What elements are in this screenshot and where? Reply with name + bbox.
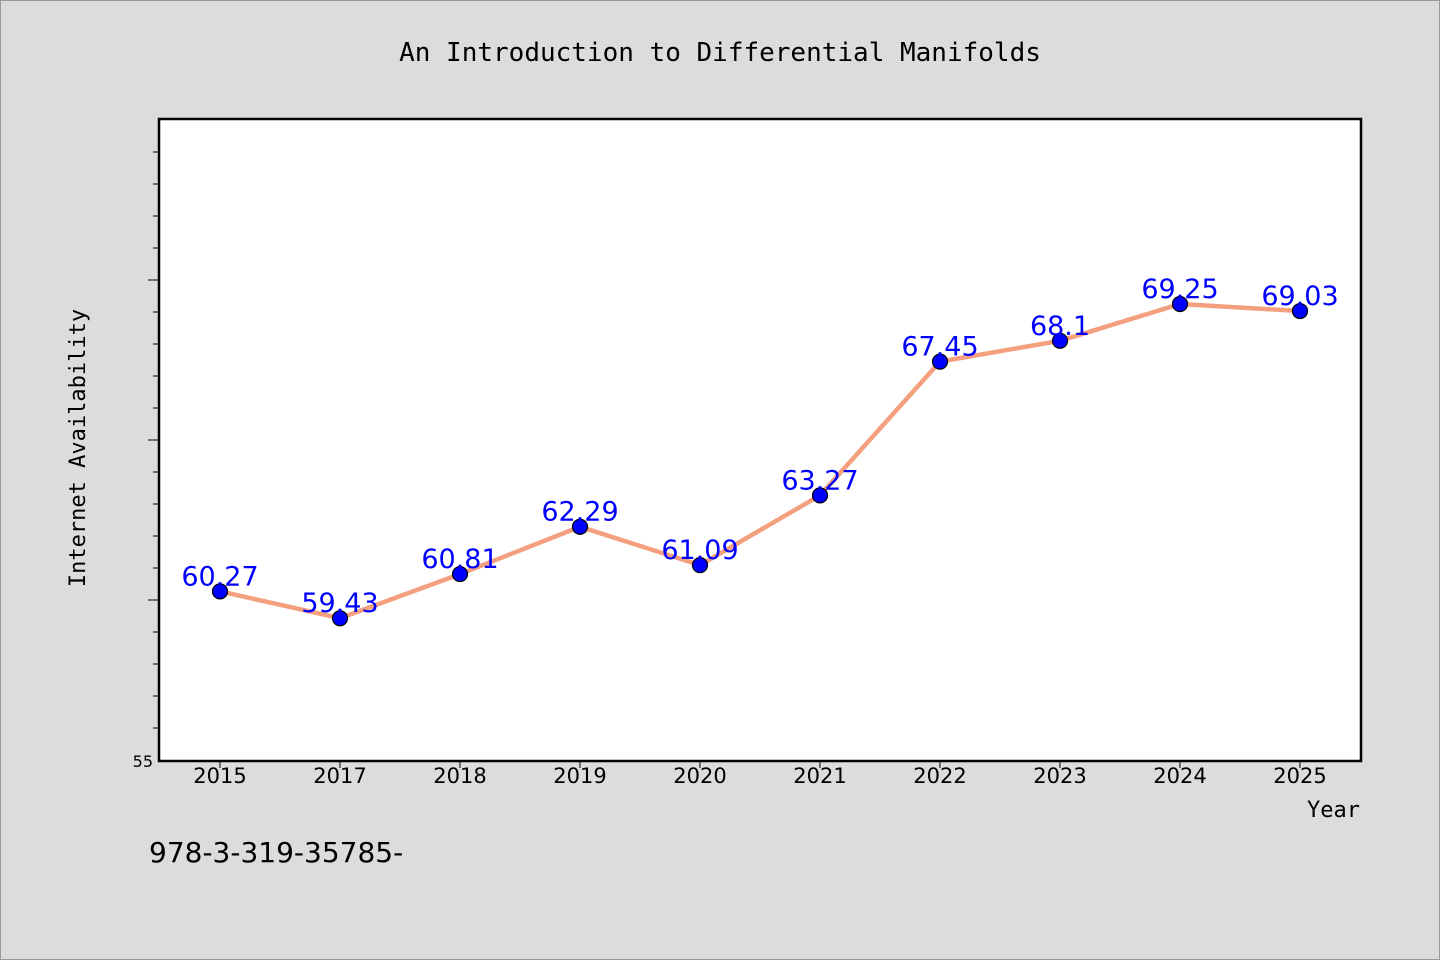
data-point xyxy=(1171,295,1189,313)
x-tick-label: 2020 xyxy=(673,764,726,788)
data-point xyxy=(811,487,829,504)
data-point xyxy=(1291,302,1309,320)
x-tick-label: 2017 xyxy=(313,764,366,788)
series-line xyxy=(217,301,1303,621)
x-axis-ticks xyxy=(219,760,1301,768)
plot-area xyxy=(157,117,1363,763)
x-tick-labels: 2015 2017 2018 2019 2020 2021 2022 2023 2024 2025 xyxy=(193,764,1326,788)
x-axis-label: Year xyxy=(1307,798,1360,823)
data-point xyxy=(1051,332,1069,349)
y-axis-label: Internet Availability xyxy=(66,309,91,587)
data-label: 59.43 xyxy=(301,588,378,619)
x-tick-label: 2023 xyxy=(1033,764,1086,788)
data-label: 61.09 xyxy=(661,535,738,566)
series-line-path xyxy=(217,301,1303,621)
x-tick-label: 2025 xyxy=(1273,764,1326,788)
x-tick-label: 2021 xyxy=(793,764,846,788)
data-point xyxy=(571,518,589,535)
x-tick-label: 2024 xyxy=(1153,764,1206,788)
data-point xyxy=(691,557,709,574)
data-label: 69.25 xyxy=(1141,274,1218,305)
x-tick-label: 2019 xyxy=(553,764,606,788)
y-axis-ticks xyxy=(148,151,160,729)
data-label: 69.03 xyxy=(1261,281,1338,312)
data-label: 60.81 xyxy=(421,544,498,575)
data-label: 68.1 xyxy=(1030,311,1090,342)
y-tick-label-min: 55 xyxy=(133,752,153,771)
data-point xyxy=(451,565,469,583)
data-label: 67.45 xyxy=(901,332,978,363)
data-label: 63.27 xyxy=(781,465,858,496)
data-labels: 60.27 59.43 60.81 62.29 61.09 63.27 67.45 68.1 6… xyxy=(181,274,1338,619)
data-point xyxy=(931,353,949,370)
data-label: 60.27 xyxy=(181,561,258,592)
chart-title: An Introduction to Differential Manifold… xyxy=(399,38,1041,68)
series-markers xyxy=(211,295,1309,627)
x-tick-label: 2015 xyxy=(193,764,246,788)
data-label: 62.29 xyxy=(541,497,618,528)
x-tick-label: 2022 xyxy=(913,764,966,788)
data-point xyxy=(331,610,349,627)
footer-text: 978-3-319-35785- xyxy=(149,836,403,869)
x-tick-label: 2018 xyxy=(433,764,486,788)
data-point xyxy=(211,583,229,600)
